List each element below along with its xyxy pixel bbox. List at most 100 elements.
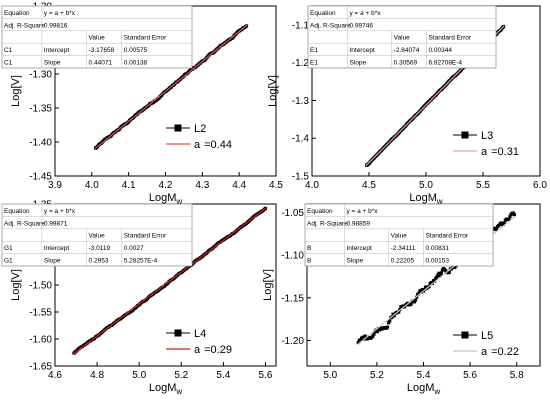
- x-tick-label: 6.0: [533, 180, 547, 191]
- x-tick-label: 4.5: [362, 180, 376, 191]
- fit-table-cell: Slope: [44, 258, 61, 265]
- fit-table-cell: Slope: [44, 60, 61, 67]
- x-tick-label: 4.2: [159, 180, 173, 191]
- x-axis-label: LogMw: [407, 382, 441, 396]
- legend-series-label: L2: [194, 123, 206, 135]
- panel-l2: 3.9 4.0 4.1 4.2 4.3 4.4 4.5 -1.45 -1.40 -1.35 -1.3…: [1, 2, 283, 206]
- fit-table-cell: -3.0119: [89, 245, 111, 252]
- data-point: [377, 328, 382, 332]
- fit-table-cell: 0.30569: [394, 60, 418, 67]
- fit-table-cell: 5.28257E-4: [124, 258, 158, 265]
- data-point: [372, 332, 376, 336]
- fit-table-frame: [304, 203, 494, 267]
- fit-table-cell: 0.2953: [89, 258, 109, 265]
- legend-fit-label: a =0.44: [194, 139, 232, 151]
- fit-table-cell: y = a + b*x: [44, 10, 76, 17]
- fit-table-cell: 0.98859: [346, 220, 370, 227]
- fit-table-cell: 0.00153: [425, 258, 449, 265]
- data-point: [361, 335, 365, 339]
- data-point: [447, 270, 451, 274]
- fit-table-cell: Value: [89, 35, 106, 42]
- fit-line: [72, 207, 267, 355]
- x-tick-label: 4.6: [48, 370, 62, 381]
- data-point: [397, 310, 401, 314]
- fit-table-cell: Adj. R-Square: [310, 22, 351, 29]
- fit-table-cell: -2.34111: [391, 245, 416, 252]
- data-point: [388, 319, 392, 323]
- fit-table-cell: Standard Error: [425, 233, 468, 240]
- fit-table-cell: E1: [310, 60, 318, 67]
- legend-series-marker: [461, 131, 469, 139]
- fit-table-cell: 0.99871: [44, 220, 68, 227]
- x-tick-label: 5.6: [463, 370, 477, 381]
- fit-table-cell: 0.00575: [124, 47, 148, 54]
- y-tick-label: -1.05: [281, 208, 304, 219]
- y-tick-label: -1.65: [29, 362, 52, 373]
- x-axis-label: LogMw: [409, 192, 443, 206]
- fit-table-cell: 0.99746: [349, 22, 373, 29]
- y-axis-label: Log[V]: [262, 269, 274, 301]
- y-tick-label: -1.45: [29, 172, 52, 183]
- y-tick-label: -1.1: [292, 20, 310, 31]
- legend-fit-label: a =0.31: [481, 146, 519, 158]
- fit-table-cell: C1: [4, 47, 13, 54]
- y-tick-label: -1.2: [292, 58, 310, 69]
- data-point: [438, 273, 442, 278]
- fit-table-cell: Equation: [310, 10, 336, 17]
- y-tick-label: -1.15: [281, 293, 304, 304]
- x-tick-label: 5.0: [132, 370, 146, 381]
- fit-table-cell: 0.00138: [124, 60, 148, 67]
- fit-table-cell: y = a + b*x: [346, 208, 378, 215]
- y-tick-label: -1.5: [292, 172, 310, 183]
- x-tick-label: 5.2: [370, 370, 384, 381]
- x-tick-label: 5.0: [419, 180, 433, 191]
- x-tick-label: 3.9: [48, 180, 62, 191]
- fit-table: Equation y = a + b*x Adj. R-Square 0.99871 V…: [1, 203, 193, 267]
- legend: L2 a =0.44: [166, 123, 232, 151]
- legend: L5 a =0.22: [453, 330, 519, 358]
- fit-table-cell: G1: [4, 258, 13, 265]
- data-point: [507, 217, 511, 222]
- fit-table-cell: 0.22205: [391, 258, 415, 265]
- legend-series-marker: [174, 329, 182, 337]
- y-tick-label: -1.55: [29, 308, 52, 319]
- fit-table-cell: Adj. R-Square: [307, 220, 348, 227]
- fit-table-cell: Intercept: [346, 245, 371, 252]
- fit-table-cell: 0.99816: [44, 22, 68, 29]
- x-tick-label: 4.1: [122, 180, 136, 191]
- fit-table-cell: G1: [4, 245, 13, 252]
- fit-table-frame: [1, 203, 193, 267]
- fit-table-cell: 0.44071: [89, 60, 113, 67]
- data-point: [512, 212, 516, 217]
- fit-table-cell: Intercept: [44, 245, 69, 252]
- x-tick-label: 4.5: [269, 180, 283, 191]
- y-tick-label: -1.30: [29, 70, 52, 81]
- data-point: [435, 275, 439, 279]
- data-point: [358, 338, 363, 342]
- x-tick-label: 5.0: [323, 370, 337, 381]
- fit-table-cell: y = a + b*x: [44, 208, 76, 215]
- y-axis-label: Log[V]: [10, 269, 22, 301]
- data-point: [501, 223, 505, 227]
- fit-table-cell: Value: [89, 233, 106, 240]
- legend-fit-label: a =0.22: [481, 346, 519, 358]
- x-tick-label: 5.4: [216, 370, 230, 381]
- data-point: [412, 300, 417, 304]
- fit-table-cell: Adj. R-Square: [4, 220, 45, 227]
- fit-table-cell: 0.0027: [124, 245, 144, 252]
- x-tick-label: 5.2: [174, 370, 188, 381]
- fit-table-cell: Equation: [4, 10, 30, 17]
- data-point: [422, 287, 427, 291]
- panel-l5: 5.0 5.2 5.4 5.6 5.8 -1.20 -1.15 -1.10 -1.05 LogMw…: [262, 203, 541, 396]
- fit-table-cell: Slope: [349, 60, 366, 67]
- data-point: [386, 321, 391, 325]
- x-tick-label: 5.8: [510, 370, 524, 381]
- fit-table-cell: 0.00831: [425, 245, 449, 252]
- x-tick-label: 4.8: [90, 370, 104, 381]
- data-point: [437, 271, 441, 275]
- data-point: [439, 271, 443, 275]
- legend-series-marker: [174, 124, 182, 132]
